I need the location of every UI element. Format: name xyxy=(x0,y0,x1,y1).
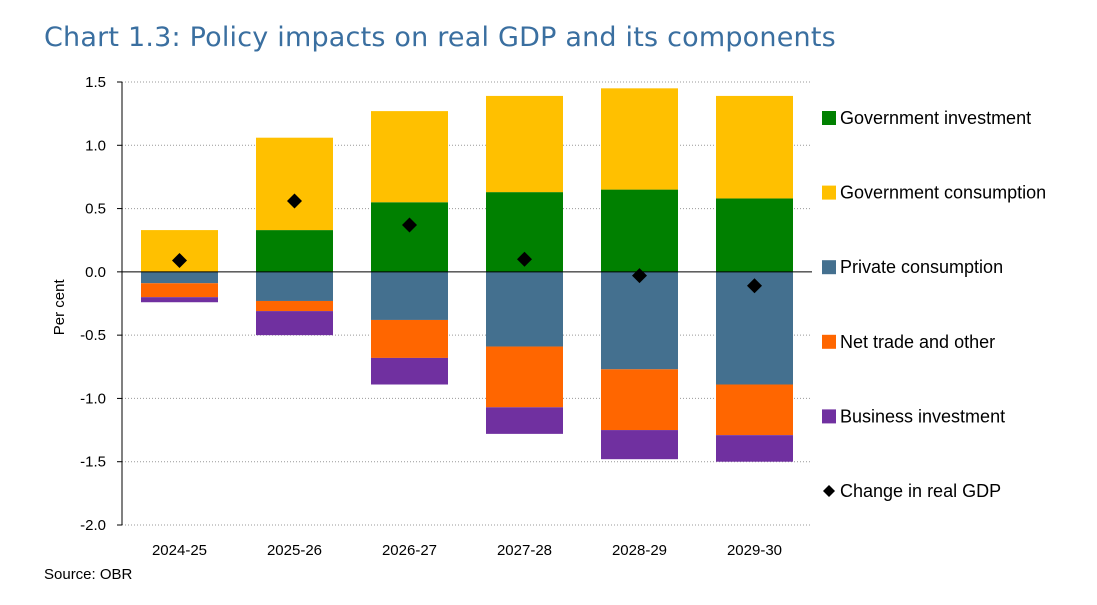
y-tick-label: -1.0 xyxy=(80,390,106,407)
legend-label: Change in real GDP xyxy=(840,481,1001,501)
bar-net-trade-and-other xyxy=(716,384,793,436)
legend-label: Net trade and other xyxy=(840,332,995,352)
x-tick-label: 2029-30 xyxy=(727,542,782,559)
legend-label: Government investment xyxy=(840,108,1031,128)
legend-label: Government consumption xyxy=(840,183,1046,203)
legend-swatch-government-investment xyxy=(822,111,836,125)
bar-private-consumption xyxy=(486,271,563,347)
bar-private-consumption xyxy=(141,271,218,284)
bar-private-consumption xyxy=(601,271,678,370)
y-tick-label: 0.5 xyxy=(85,201,106,218)
y-tick-label: -0.5 xyxy=(80,327,106,344)
gdp-change-marker xyxy=(172,252,187,268)
y-tick-label: 0.0 xyxy=(85,264,106,281)
bar-net-trade-and-other xyxy=(601,369,678,431)
bar-business-investment xyxy=(371,357,448,385)
legend-swatch-private-consumption xyxy=(822,260,836,275)
bar-business-investment xyxy=(601,430,678,460)
x-tick-label: 2027-28 xyxy=(497,542,552,559)
bar-government-investment xyxy=(371,202,448,272)
bar-government-investment xyxy=(716,198,793,272)
x-tick-label: 2028-29 xyxy=(612,542,667,559)
bar-business-investment xyxy=(716,435,793,462)
bar-business-investment xyxy=(141,297,218,303)
y-axis-label: Per cent xyxy=(51,279,68,336)
y-tick-label: 1.5 xyxy=(85,74,106,91)
bar-net-trade-and-other xyxy=(141,283,218,298)
gdp-change-marker xyxy=(517,251,532,267)
bar-private-consumption xyxy=(371,271,448,320)
x-tick-label: 2024-25 xyxy=(152,542,207,559)
legend-swatch-net-trade-and-other xyxy=(822,334,836,349)
y-tick-label: -2.0 xyxy=(80,517,106,534)
bar-government-consumption xyxy=(371,111,448,203)
legend-label: Business investment xyxy=(840,406,1005,426)
bar-government-investment xyxy=(256,230,333,272)
bar-government-consumption xyxy=(486,95,563,193)
bar-government-consumption xyxy=(716,95,793,199)
bar-net-trade-and-other xyxy=(486,346,563,408)
x-tick-label: 2025-26 xyxy=(267,542,322,559)
y-tick-label: 1.0 xyxy=(85,137,106,154)
bar-government-investment xyxy=(601,189,678,272)
legend-swatch-government-consumption xyxy=(822,185,836,200)
bar-net-trade-and-other xyxy=(256,300,333,312)
bar-business-investment xyxy=(256,311,333,336)
chart-title: Chart 1.3: Policy impacts on real GDP an… xyxy=(44,22,836,53)
gdp-change-marker xyxy=(287,193,302,209)
legend-swatch-change-in-real-gdp xyxy=(823,485,835,497)
source-note: Source: OBR xyxy=(44,566,133,583)
bar-net-trade-and-other xyxy=(371,319,448,358)
bar-government-consumption xyxy=(601,88,678,190)
bar-business-investment xyxy=(486,407,563,434)
y-tick-label: -1.5 xyxy=(80,454,106,471)
gdp-change-marker xyxy=(632,268,647,284)
gdp-change-marker xyxy=(402,217,417,233)
bar-private-consumption xyxy=(256,271,333,301)
legend-label: Private consumption xyxy=(840,257,1003,277)
bar-government-consumption xyxy=(256,137,333,231)
legend-swatch-business-investment xyxy=(822,409,836,424)
x-tick-label: 2026-27 xyxy=(382,542,437,559)
gdp-change-marker xyxy=(747,278,762,294)
